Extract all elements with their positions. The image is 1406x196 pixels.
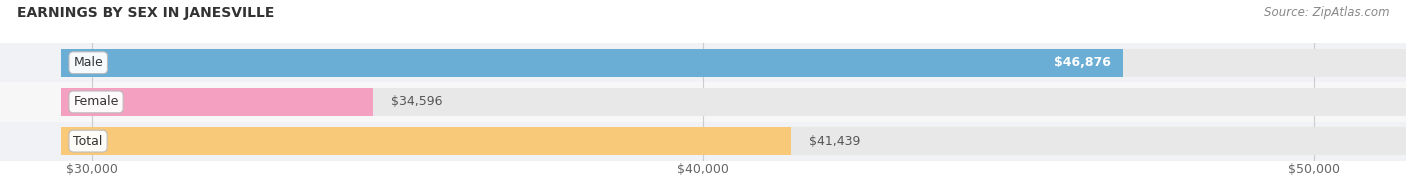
- Bar: [60, 49, 1406, 77]
- Text: Source: ZipAtlas.com: Source: ZipAtlas.com: [1264, 6, 1389, 19]
- Text: EARNINGS BY SEX IN JANESVILLE: EARNINGS BY SEX IN JANESVILLE: [17, 6, 274, 20]
- Text: $46,876: $46,876: [1054, 56, 1111, 69]
- Text: Female: Female: [73, 95, 118, 108]
- Bar: [60, 127, 1406, 155]
- Bar: [0, 82, 1406, 122]
- Text: Total: Total: [73, 135, 103, 148]
- Bar: [60, 127, 792, 155]
- Bar: [60, 88, 373, 116]
- Text: Male: Male: [73, 56, 103, 69]
- Bar: [0, 122, 1406, 161]
- Text: $34,596: $34,596: [391, 95, 443, 108]
- Bar: [60, 88, 1406, 116]
- Bar: [0, 43, 1406, 82]
- Text: $41,439: $41,439: [810, 135, 860, 148]
- Bar: [60, 49, 1123, 77]
